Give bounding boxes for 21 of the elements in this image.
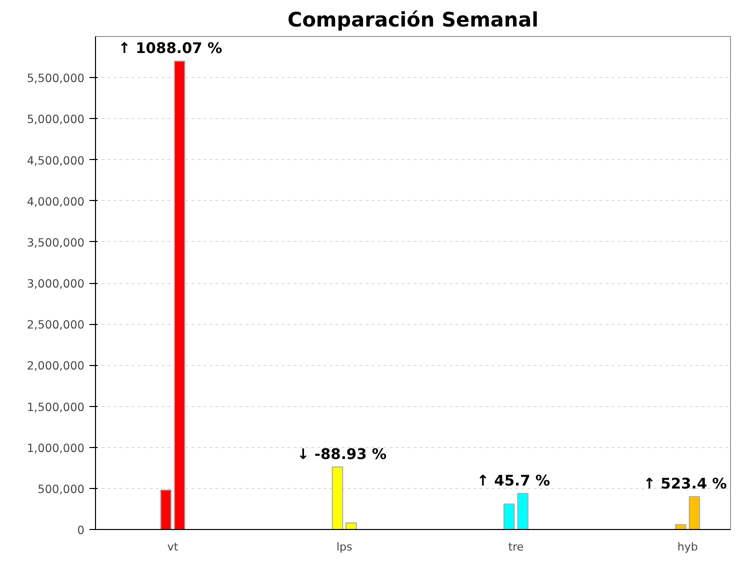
- annotation: ↑ 45.7 %: [476, 472, 550, 490]
- x-tick-label: tre: [508, 540, 524, 554]
- y-tick-label: 500,000: [38, 482, 85, 496]
- y-tick-label: 0: [77, 523, 85, 537]
- chart-title: Comparación Semanal: [288, 8, 538, 32]
- annotation: ↑ 1088.07 %: [118, 40, 222, 58]
- annotation: ↓ -88.93 %: [296, 446, 387, 464]
- annotation: ↑ 523.4 %: [643, 476, 728, 493]
- y-tick-label: 3,000,000: [26, 276, 85, 290]
- y-tick-label: 2,000,000: [26, 358, 85, 373]
- x-tick-label: vt: [167, 540, 179, 554]
- x-tick-label: lps: [336, 540, 353, 554]
- y-tick-label: 4,000,000: [26, 194, 85, 208]
- y-tick-label: 1,500,000: [26, 400, 85, 414]
- y-tick-label: 4,500,000: [26, 153, 85, 168]
- y-tick-label: 3,500,000: [26, 235, 85, 250]
- y-tick-label: 2,500,000: [26, 318, 85, 332]
- y-tick-label: 1,000,000: [26, 440, 85, 455]
- y-tick-label: 5,000,000: [26, 112, 85, 126]
- y-tick-label: 5,500,000: [26, 71, 85, 86]
- x-tick-label: hyb: [677, 540, 698, 554]
